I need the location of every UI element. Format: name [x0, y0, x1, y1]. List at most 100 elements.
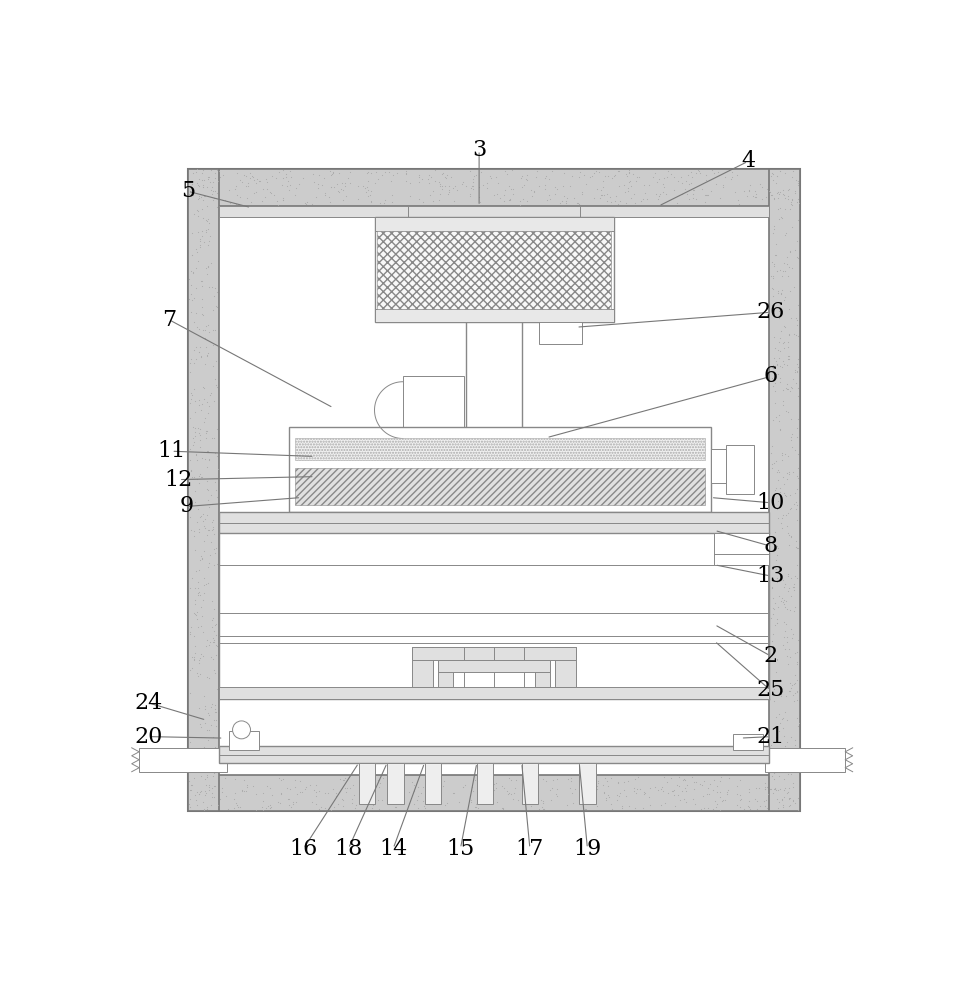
Point [790, 317, 805, 333]
Point [210, 681, 226, 697]
Point [194, 757, 209, 773]
Point [776, 469, 791, 485]
Point [201, 637, 216, 653]
Bar [535, 660, 550, 687]
Point [196, 379, 211, 395]
Bar [477, 763, 494, 804]
Point [771, 413, 787, 429]
Point [208, 637, 224, 653]
Point [316, 170, 332, 186]
Point [786, 496, 801, 512]
Point [674, 186, 689, 202]
Point [783, 383, 798, 399]
Point [771, 742, 787, 758]
Point [685, 190, 701, 206]
Point [469, 784, 485, 800]
Point [287, 187, 303, 203]
Point [614, 798, 629, 814]
Point [201, 499, 217, 515]
Point [766, 681, 782, 697]
Point [685, 791, 701, 807]
Point [685, 186, 701, 202]
Point [205, 630, 221, 646]
Point [472, 194, 488, 210]
Point [335, 772, 351, 788]
Point [201, 451, 217, 467]
Point [189, 665, 204, 681]
Point [239, 168, 254, 184]
Point [772, 480, 788, 496]
Point [188, 305, 203, 321]
Point [483, 795, 498, 811]
Point [785, 426, 800, 442]
Point [783, 432, 798, 448]
Point [712, 773, 728, 789]
Point [784, 630, 799, 646]
Point [364, 796, 380, 812]
Point [782, 798, 797, 814]
Bar [374, 217, 614, 231]
Point [192, 231, 207, 247]
Point [258, 800, 274, 816]
Point [381, 774, 396, 790]
Point [659, 169, 675, 185]
Point [559, 797, 575, 813]
Point [193, 646, 208, 662]
Point [591, 775, 606, 791]
Point [443, 169, 459, 185]
Point [207, 474, 223, 490]
Point [187, 393, 202, 409]
Point [641, 789, 656, 805]
Point [667, 798, 683, 814]
Point [200, 347, 215, 363]
Point [788, 442, 803, 458]
Text: 7: 7 [162, 309, 176, 331]
Point [209, 379, 225, 395]
Point [622, 165, 637, 181]
Point [767, 762, 783, 778]
Point [653, 186, 668, 202]
Point [733, 799, 748, 815]
Point [784, 500, 799, 516]
Point [768, 561, 784, 577]
Point [207, 704, 223, 720]
Point [209, 556, 225, 572]
Point [364, 787, 380, 803]
Point [335, 791, 350, 807]
Point [197, 172, 212, 188]
Point [204, 186, 220, 202]
Point [197, 322, 212, 338]
Point [189, 607, 204, 623]
Point [552, 195, 568, 211]
Point [350, 178, 365, 194]
Point [285, 796, 301, 812]
Point [764, 297, 780, 313]
Point [769, 356, 785, 372]
Point [599, 773, 614, 789]
Point [188, 420, 203, 436]
Point [758, 781, 773, 797]
Point [773, 686, 789, 702]
Point [766, 221, 782, 237]
Point [196, 518, 211, 534]
Point [308, 777, 324, 793]
Point [187, 645, 202, 661]
Point [334, 181, 349, 197]
Circle shape [232, 721, 251, 739]
Point [204, 696, 220, 712]
Point [787, 579, 802, 595]
Point [670, 787, 685, 803]
Point [506, 181, 522, 197]
Point [774, 520, 790, 536]
Point [190, 202, 205, 218]
Point [479, 180, 495, 196]
Point [197, 511, 212, 527]
Point [778, 742, 793, 758]
Point [501, 770, 517, 786]
Point [201, 559, 216, 575]
Point [191, 501, 206, 517]
Point [198, 423, 213, 439]
Point [357, 180, 372, 196]
Point [206, 541, 222, 557]
Point [764, 456, 780, 472]
